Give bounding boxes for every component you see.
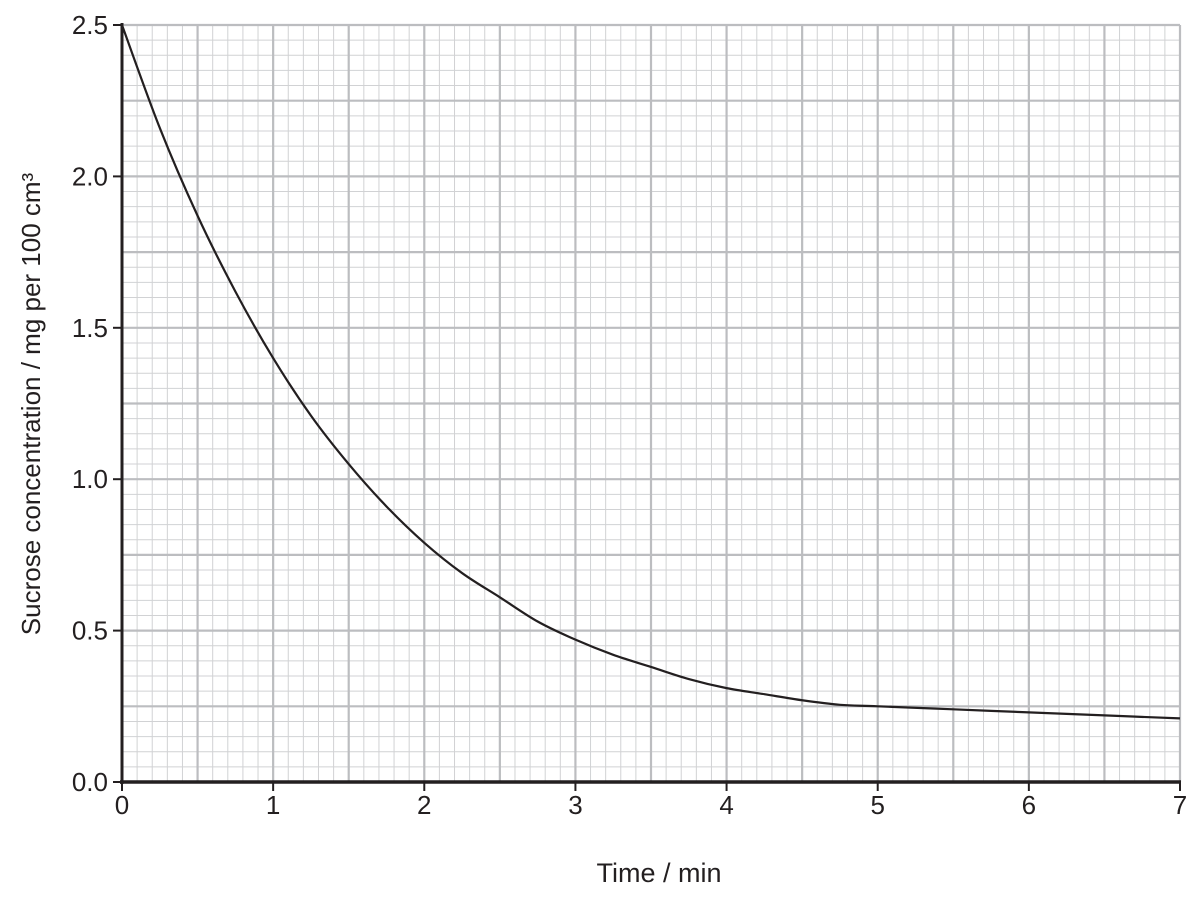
grid-major: [120, 23, 1182, 784]
x-tick-label: 1: [266, 790, 280, 820]
y-tick-label: 2.0: [72, 161, 108, 191]
y-tick-label: 1.5: [72, 313, 108, 343]
y-tick-label: 0.5: [72, 616, 108, 646]
series-line-0: [120, 24, 1181, 720]
x-tick-label: 3: [568, 790, 582, 820]
y-tick-label: 2.5: [72, 10, 108, 40]
x-axis-title-row: Time / min: [0, 858, 1188, 889]
x-tick-labels: 0 1 2 3 4 5 6 7: [115, 790, 1187, 820]
x-axis-title: Time / min: [596, 858, 722, 888]
x-tick-label: 0: [115, 790, 129, 820]
y-tick-label: 1.0: [72, 464, 108, 494]
y-axis-title: Sucrose concentration / mg per 100 cm³: [16, 172, 46, 635]
y-tick-labels: 0.0 0.5 1.0 1.5 2.0 2.5: [72, 10, 108, 797]
axes: [113, 23, 1181, 791]
x-tick-label: 4: [719, 790, 733, 820]
curve-layer: [120, 24, 1181, 720]
y-tick-label: 0.0: [72, 767, 108, 797]
x-tick-label: 5: [870, 790, 884, 820]
x-tick-label: 6: [1022, 790, 1036, 820]
x-tick-label: 7: [1173, 790, 1187, 820]
x-tick-label: 2: [417, 790, 431, 820]
